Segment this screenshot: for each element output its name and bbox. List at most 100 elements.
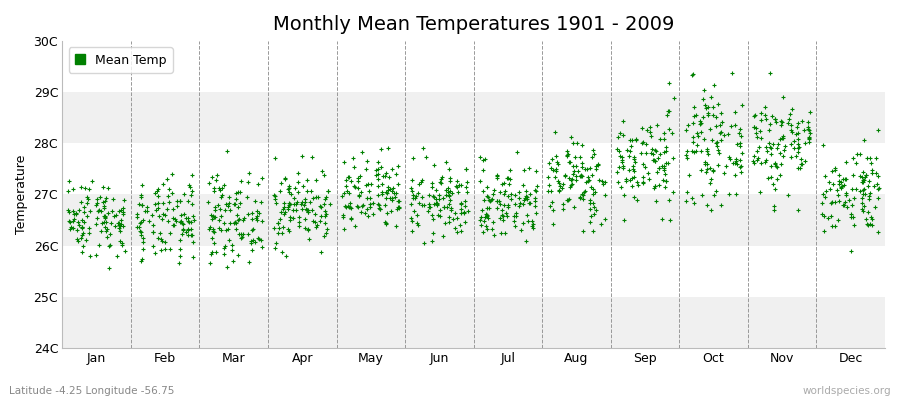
Point <box>722 153 736 160</box>
Point <box>493 215 508 222</box>
Point <box>173 245 187 252</box>
Point <box>346 155 360 161</box>
Point <box>154 236 168 242</box>
Point <box>698 161 712 167</box>
Point <box>616 132 630 138</box>
Point <box>249 208 264 214</box>
Point <box>285 207 300 213</box>
Point <box>134 232 148 239</box>
Point <box>444 197 458 203</box>
Point <box>229 190 243 197</box>
Point <box>207 188 221 194</box>
Point <box>245 247 259 254</box>
Point <box>75 248 89 255</box>
Point <box>347 164 362 170</box>
Point <box>635 180 650 186</box>
Point <box>654 216 669 222</box>
Point <box>495 207 509 214</box>
Point <box>282 189 296 195</box>
Point <box>791 130 806 136</box>
Point <box>649 148 663 154</box>
Point <box>556 205 571 212</box>
Point <box>429 199 444 206</box>
Point <box>358 182 373 188</box>
Point <box>610 168 625 175</box>
Point <box>476 157 491 164</box>
Point <box>573 172 588 178</box>
Point <box>546 207 561 214</box>
Point <box>298 225 312 231</box>
Point <box>523 190 537 197</box>
Point <box>501 192 516 199</box>
Point <box>301 177 315 184</box>
Point <box>106 212 121 219</box>
Point <box>867 183 881 189</box>
Point <box>643 129 657 135</box>
Point <box>443 178 457 184</box>
Point <box>71 238 86 244</box>
Point <box>245 227 259 233</box>
Point <box>360 206 374 213</box>
Point <box>406 155 420 161</box>
Point <box>184 171 199 178</box>
Point <box>855 178 869 185</box>
Point <box>619 178 634 184</box>
Point <box>69 210 84 216</box>
Point <box>240 231 255 238</box>
Point <box>493 188 508 195</box>
Point <box>474 214 489 220</box>
Point <box>281 206 295 212</box>
Point <box>84 208 98 214</box>
Point <box>241 259 256 265</box>
Point <box>283 217 297 224</box>
Point <box>212 187 227 193</box>
Point <box>710 139 724 145</box>
Point <box>202 260 217 266</box>
Point <box>705 137 719 144</box>
Legend: Mean Temp: Mean Temp <box>68 47 173 73</box>
Point <box>454 228 468 234</box>
Point <box>252 210 266 216</box>
Point <box>98 218 112 225</box>
Point <box>519 212 534 218</box>
Point <box>251 181 266 187</box>
Point <box>636 160 651 167</box>
Point <box>714 110 728 116</box>
Point <box>442 214 456 220</box>
Point <box>768 160 782 166</box>
Point <box>93 194 107 200</box>
Point <box>156 210 170 217</box>
Point <box>817 213 832 220</box>
Point <box>527 187 542 193</box>
Point <box>840 204 854 211</box>
Point <box>174 212 188 218</box>
Point <box>803 108 817 115</box>
Point <box>318 220 332 226</box>
Point <box>645 151 660 157</box>
Point <box>685 72 699 78</box>
Point <box>185 232 200 238</box>
Point <box>583 213 598 219</box>
Point <box>855 194 869 201</box>
Point <box>657 149 671 156</box>
Point <box>435 174 449 180</box>
Point <box>292 214 306 220</box>
Point <box>279 253 293 259</box>
Point <box>454 206 468 212</box>
Point <box>338 182 353 189</box>
Point <box>281 185 295 192</box>
Point <box>862 196 877 202</box>
Point <box>81 196 95 202</box>
Point <box>409 192 423 199</box>
Point <box>548 129 562 136</box>
Point <box>184 226 198 232</box>
Point <box>173 218 187 225</box>
Point <box>184 232 198 238</box>
Point <box>698 87 712 93</box>
Point <box>763 162 778 169</box>
Point <box>733 142 747 149</box>
Point <box>517 201 531 208</box>
Point <box>75 224 89 230</box>
Point <box>75 198 89 205</box>
Point <box>355 149 369 156</box>
